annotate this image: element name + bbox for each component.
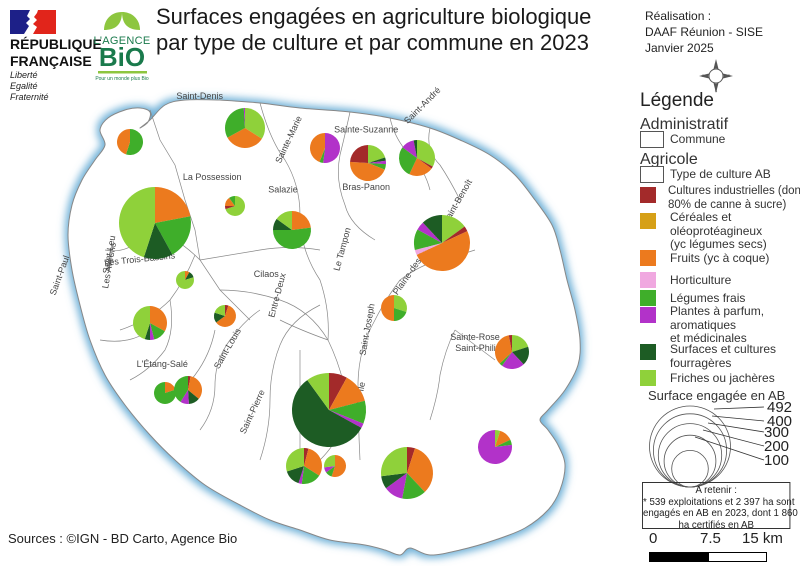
svg-text:Cilaos: Cilaos: [254, 269, 280, 279]
svg-text:L'Étang-Salé: L'Étang-Salé: [137, 359, 188, 369]
svg-text:Sainte-Rose: Sainte-Rose: [450, 332, 500, 342]
svg-text:N: N: [715, 62, 718, 67]
svg-text:Saint-André: Saint-André: [402, 85, 443, 126]
svg-text:La Possession: La Possession: [183, 172, 242, 182]
svg-text:Saint-Denis: Saint-Denis: [176, 91, 223, 101]
svg-text:S: S: [715, 88, 718, 93]
svg-text:E: E: [728, 73, 731, 78]
svg-text:Saint-Paul: Saint-Paul: [48, 254, 72, 296]
svg-text:Sainte-Suzanne: Sainte-Suzanne: [334, 124, 398, 134]
svg-text:O: O: [701, 73, 704, 78]
svg-text:Salazie: Salazie: [268, 184, 298, 194]
svg-text:Bras-Panon: Bras-Panon: [342, 182, 390, 192]
